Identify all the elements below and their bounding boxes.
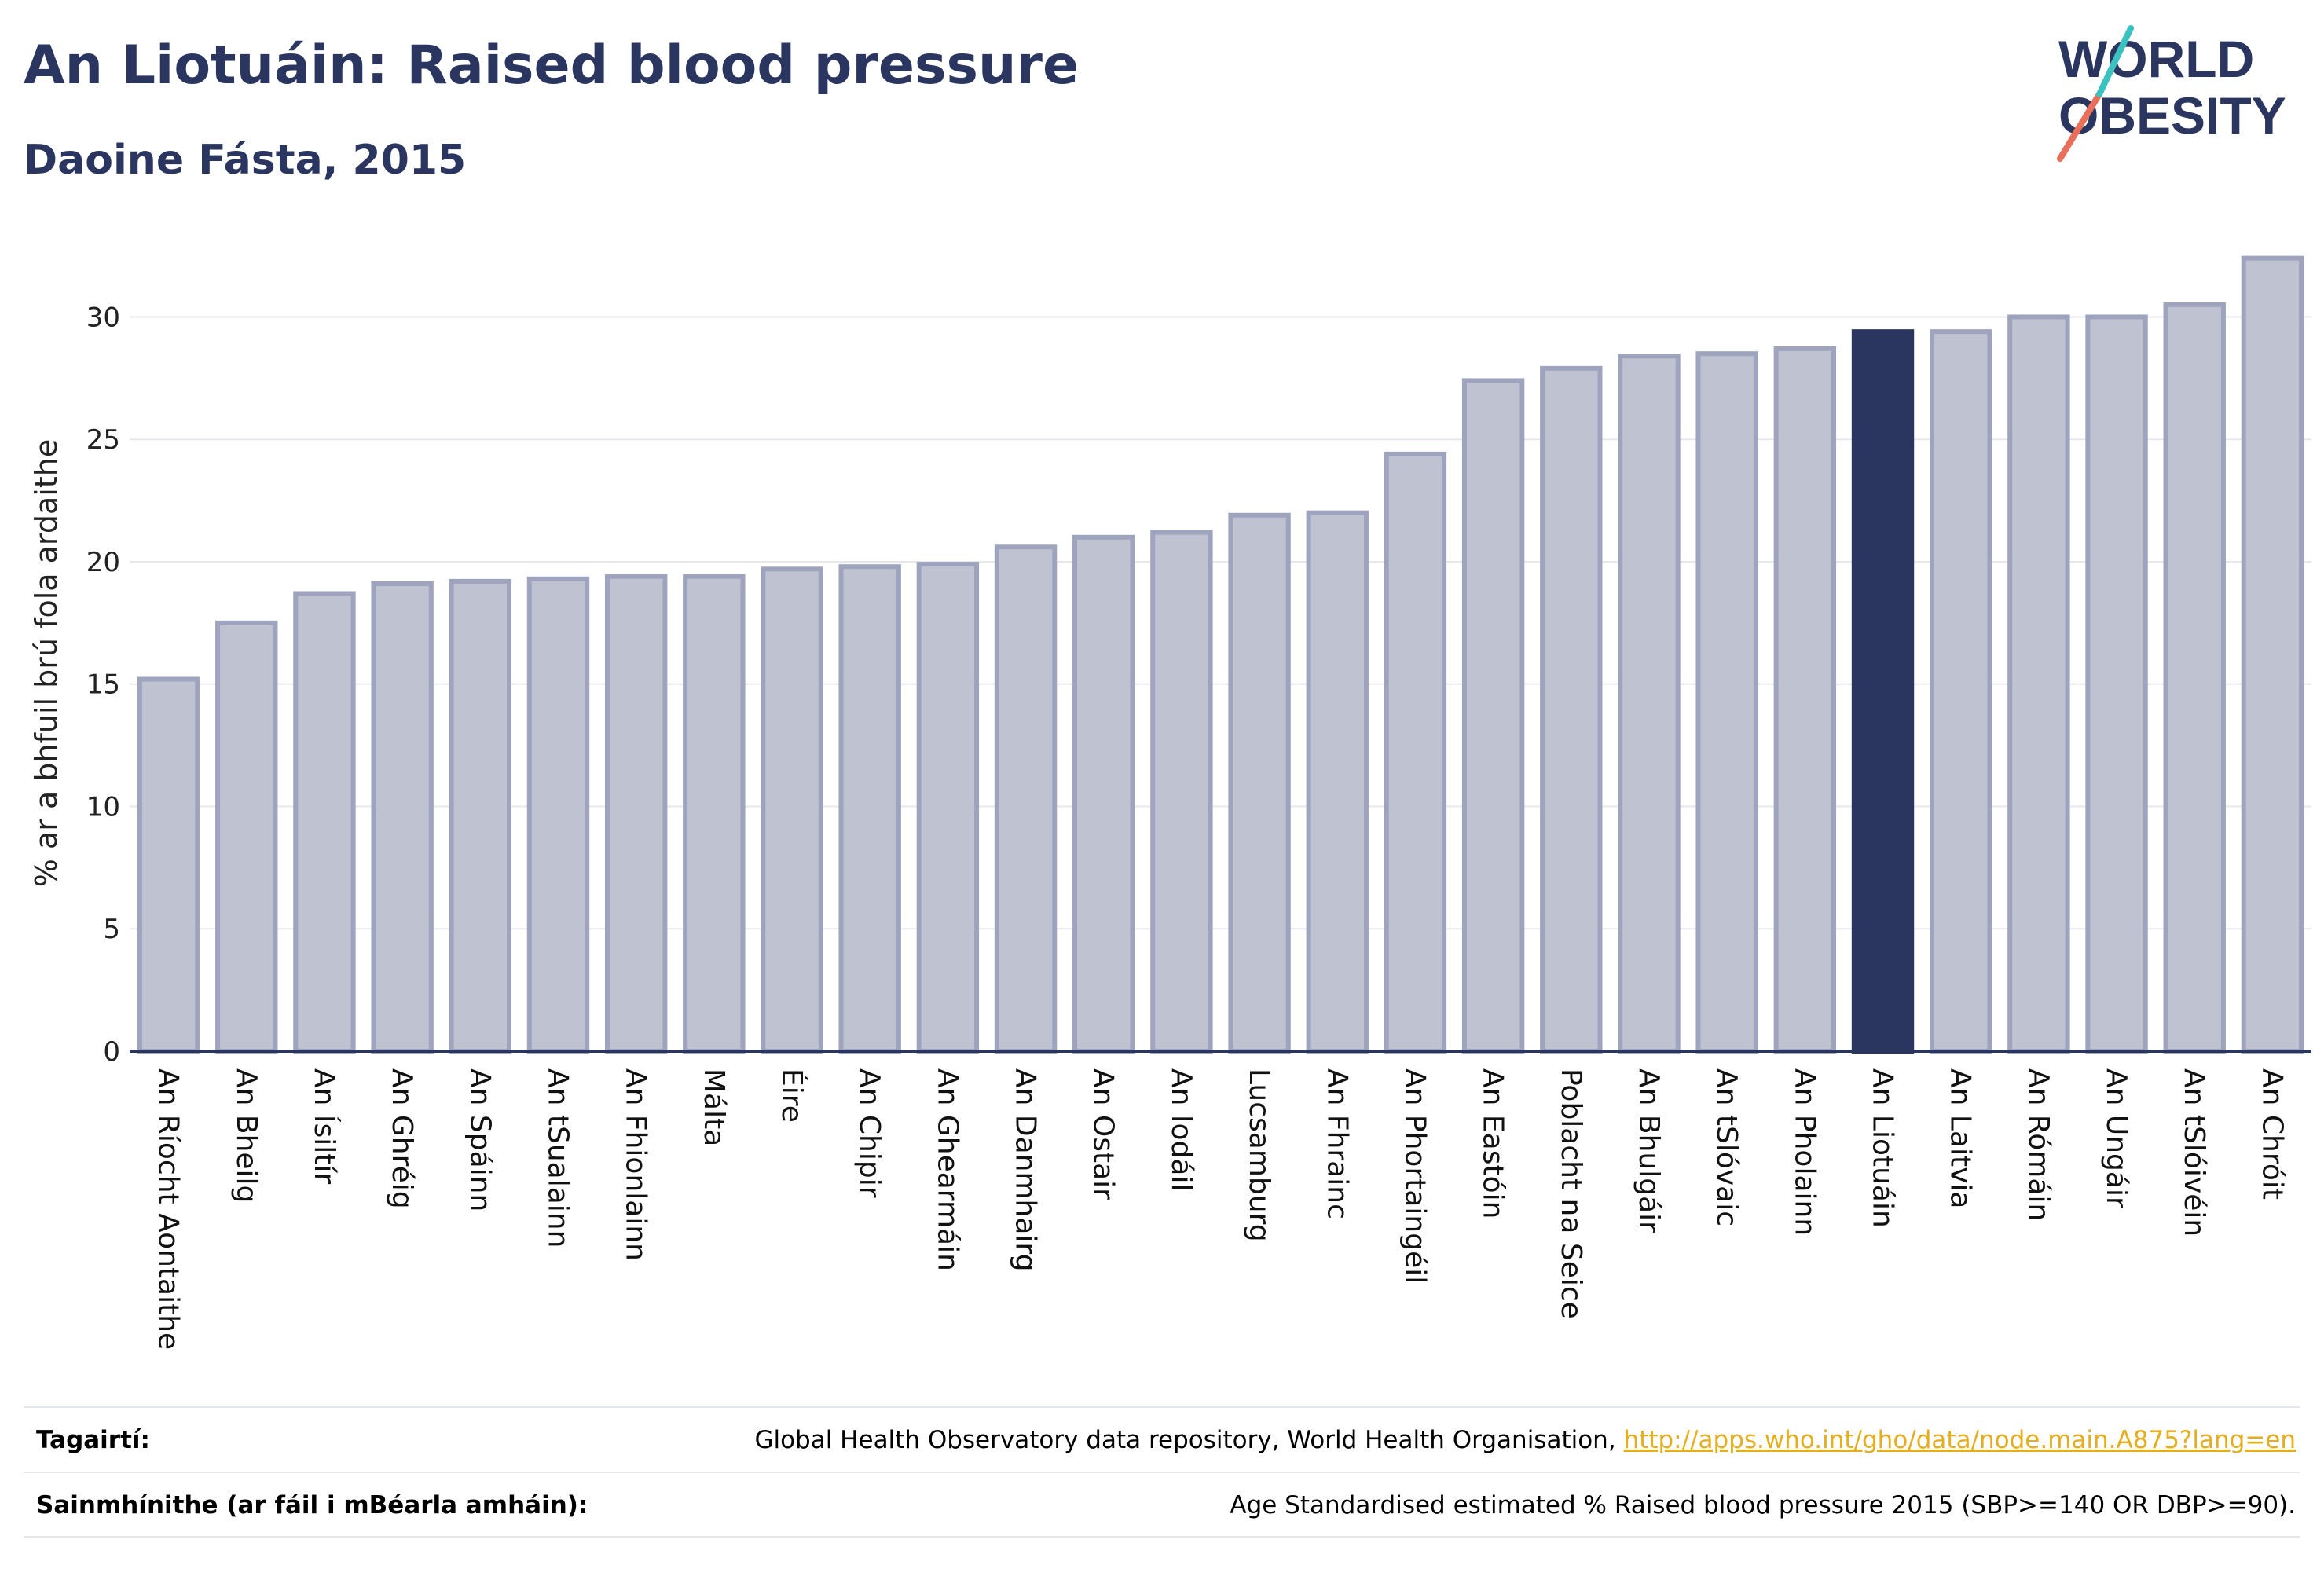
y-axis-title: % ar a bhfuil brú fola ardaithe bbox=[29, 439, 64, 887]
bar bbox=[215, 620, 278, 1054]
bar bbox=[1540, 365, 1603, 1054]
definitions-text: Age Standardised estimated % Raised bloo… bbox=[1230, 1491, 2296, 1519]
bar bbox=[526, 576, 590, 1054]
y-tick-label: 10 bbox=[86, 791, 120, 823]
bar bbox=[2085, 314, 2148, 1054]
bar bbox=[1618, 354, 1681, 1054]
references-source: Global Health Observatory data repositor… bbox=[754, 1426, 1624, 1454]
y-tick-label: 30 bbox=[86, 302, 120, 333]
bar bbox=[1150, 530, 1213, 1054]
x-tick-label: An Chipir bbox=[853, 1068, 885, 1198]
bar bbox=[449, 578, 511, 1054]
y-tick-label: 20 bbox=[86, 547, 120, 578]
x-tick-label: An Fhrainc bbox=[1321, 1068, 1353, 1219]
x-tick-label: An Ísiltír bbox=[308, 1068, 341, 1184]
bar bbox=[1773, 346, 1837, 1054]
x-tick-label: An Danmhairg bbox=[1010, 1068, 1042, 1271]
bar bbox=[293, 591, 356, 1054]
footer-rule-top bbox=[24, 1406, 2300, 1408]
x-tick-label: An tSlóivéin bbox=[2178, 1068, 2210, 1237]
bar bbox=[2007, 314, 2070, 1054]
bar bbox=[2163, 302, 2226, 1054]
x-tick-label: An tSualainn bbox=[541, 1068, 574, 1248]
bar bbox=[838, 564, 901, 1054]
bar bbox=[1930, 329, 1992, 1054]
bar bbox=[1384, 451, 1447, 1054]
references-label: Tagairtí: bbox=[36, 1426, 150, 1454]
x-tick-label: Éire bbox=[775, 1068, 808, 1123]
x-tick-label: An Pholainn bbox=[1788, 1068, 1820, 1236]
world-obesity-logo: WORLD OBESITY bbox=[2057, 25, 2286, 162]
y-tick-label: 5 bbox=[103, 914, 120, 945]
bar bbox=[1306, 510, 1369, 1054]
bar bbox=[683, 574, 746, 1054]
x-tick-label: An Liotuáin bbox=[1867, 1068, 1899, 1228]
x-tick-label: An Ghréig bbox=[386, 1068, 418, 1209]
definitions-label: Sainmhínithe (ar fáil i mBéarla amháin): bbox=[36, 1491, 588, 1519]
bar bbox=[371, 581, 434, 1054]
y-tick-label: 15 bbox=[86, 669, 120, 701]
x-tick-label: An Ostair bbox=[1087, 1068, 1120, 1200]
logo-slash-lower bbox=[2057, 91, 2102, 162]
bar bbox=[1461, 378, 1525, 1054]
x-tick-label: An tSlóvaic bbox=[1710, 1068, 1743, 1226]
bar-chart: 0 5 10 15 20 25 30 % ar a bhfuil brú fola ardai… bbox=[29, 255, 2311, 1350]
bar bbox=[2241, 255, 2304, 1054]
x-tick-label: An Fhionlainn bbox=[620, 1068, 652, 1261]
bar bbox=[1072, 534, 1135, 1054]
chart-subtitle: Daoine Fásta, 2015 bbox=[24, 137, 467, 184]
x-tick-label: An Phortaingéil bbox=[1398, 1068, 1431, 1284]
bar bbox=[1228, 512, 1291, 1054]
logo-slash-upper bbox=[2096, 25, 2134, 97]
x-tick-label: Lucsamburg bbox=[1243, 1068, 1275, 1242]
footer-rule-bottom bbox=[24, 1536, 2300, 1538]
footer-rule-middle bbox=[24, 1472, 2300, 1473]
x-tick-label: An Ungáir bbox=[2100, 1068, 2132, 1208]
x-tick-label: Poblacht na Seice bbox=[1555, 1068, 1587, 1319]
x-tick-label: An Chróit bbox=[2256, 1068, 2288, 1200]
bar bbox=[994, 544, 1058, 1054]
y-tick-label: 25 bbox=[86, 424, 120, 456]
y-tick-label: 0 bbox=[103, 1036, 120, 1068]
bar bbox=[916, 562, 980, 1054]
x-tick-label: Málta bbox=[698, 1068, 730, 1146]
references-link[interactable]: http://apps.who.int/gho/data/node.main.A… bbox=[1623, 1426, 2296, 1454]
x-tick-label: An Rómáin bbox=[2022, 1068, 2055, 1221]
x-tick-label: An Eastóin bbox=[1477, 1068, 1509, 1219]
bar bbox=[761, 566, 823, 1054]
x-tick-label: An Ghearmáin bbox=[931, 1068, 963, 1271]
references-text: Global Health Observatory data repositor… bbox=[754, 1426, 2296, 1454]
bar bbox=[137, 676, 200, 1054]
x-tick-label: An Iodáil bbox=[1165, 1068, 1197, 1191]
bar-highlighted bbox=[1851, 329, 1915, 1054]
logo-line1: WORLD bbox=[2058, 30, 2254, 88]
bar bbox=[604, 574, 668, 1054]
x-tick-label: An Bheilg bbox=[230, 1068, 262, 1203]
x-tick-label: An Ríocht Aontaithe bbox=[152, 1068, 185, 1350]
bar bbox=[1695, 351, 1758, 1054]
x-tick-label: An Laitvia bbox=[1945, 1068, 1977, 1209]
x-tick-label: An Bhulgáir bbox=[1633, 1068, 1665, 1233]
x-tick-label: An Spáinn bbox=[464, 1068, 496, 1211]
chart-title: An Liotuáin: Raised blood pressure bbox=[24, 35, 1080, 97]
